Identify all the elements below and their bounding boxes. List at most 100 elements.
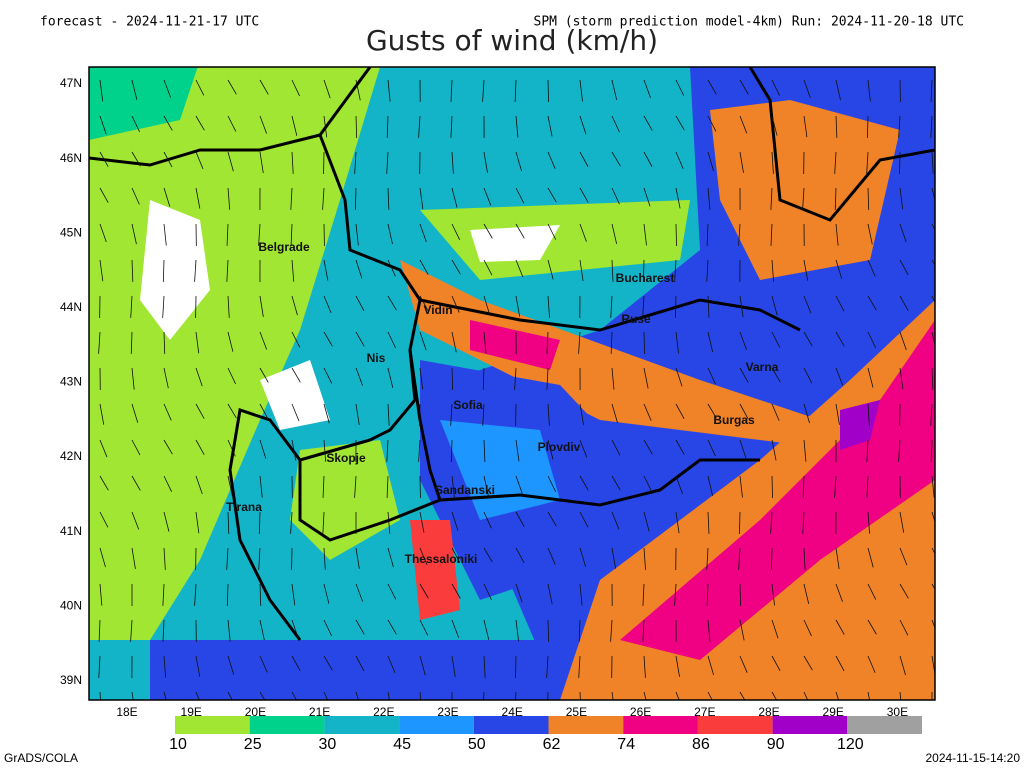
wind-barb: [227, 295, 230, 318]
wind-barb: [707, 295, 710, 318]
wind-barb: [291, 79, 300, 97]
wind-barb: [163, 547, 166, 570]
wind-barb: [195, 79, 205, 96]
wind-barb: [611, 511, 620, 530]
lon-label: 25E: [566, 705, 587, 719]
wind-barb: [835, 367, 844, 386]
wind-barb: [610, 331, 613, 354]
city-label: Burgas: [713, 413, 755, 427]
footer-left: GrADS/COLA: [4, 751, 78, 765]
wind-barb: [771, 619, 779, 639]
city-label: Tirana: [226, 500, 262, 514]
wind-barb: [387, 655, 396, 674]
wind-barb: [867, 79, 871, 102]
wind-barb: [547, 547, 556, 565]
wind-barb: [355, 619, 365, 635]
wind-barb: [451, 547, 461, 564]
wind-barb: [355, 331, 365, 347]
wind-barb: [931, 151, 934, 174]
wind-barb: [483, 475, 489, 497]
wind-barb: [131, 223, 137, 245]
wind-barb: [866, 439, 869, 462]
wind-barb: [451, 151, 454, 174]
wind-barb: [675, 223, 677, 246]
wind-barb: [802, 511, 805, 534]
wind-barb: [899, 331, 907, 351]
wind-barb: [291, 403, 300, 422]
wind-barb: [675, 403, 685, 420]
wind-barb: [419, 367, 424, 390]
wind-barb: [195, 187, 201, 209]
wind-barb: [355, 655, 365, 672]
wind-barb: [803, 115, 808, 138]
wind-barb: [867, 259, 876, 277]
wind-barb: [131, 79, 138, 100]
wind-barb: [227, 439, 236, 457]
wind-barb: [579, 439, 588, 458]
wind-barb: [259, 475, 263, 498]
wind-barb: [227, 367, 236, 385]
wind-barb: [98, 331, 101, 354]
wind-barb: [515, 295, 521, 317]
lat-label: 41N: [60, 524, 82, 538]
wind-barb: [291, 151, 294, 174]
wind-barb: [835, 403, 840, 425]
wind-barb: [259, 367, 269, 383]
wind-barb: [355, 223, 359, 246]
wind-barb: [835, 547, 840, 570]
wind-barb: [675, 187, 681, 209]
wind-barb: [707, 439, 716, 457]
wind-barb: [642, 583, 645, 606]
wind-barb: [483, 547, 493, 563]
wind-barb: [770, 223, 773, 246]
wind-barb: [227, 187, 231, 210]
wind-barb: [866, 115, 869, 138]
wind-barb: [738, 547, 741, 570]
wind-barb: [770, 187, 773, 210]
wind-barb: [195, 151, 204, 170]
legend-label: 62: [543, 736, 561, 753]
wind-barb: [163, 403, 172, 421]
wind-barb: [770, 511, 773, 534]
map-title: Gusts of wind (km/h): [366, 24, 658, 57]
lon-label: 28E: [758, 705, 779, 719]
wind-barb: [675, 475, 683, 494]
wind-barb: [739, 151, 744, 173]
wind-barb: [739, 583, 741, 606]
wind-barb: [643, 367, 649, 389]
wind-barb: [323, 655, 333, 671]
wind-barb: [803, 295, 812, 314]
wind-barb: [706, 223, 709, 246]
wind-barb: [259, 655, 268, 673]
wind-barb: [291, 331, 301, 348]
wind-barb: [130, 295, 133, 318]
wind-barb: [515, 547, 525, 563]
wind-barb: [227, 151, 234, 172]
wind-barb: [899, 511, 905, 533]
wind-barb: [643, 223, 647, 246]
wind-barb: [163, 223, 167, 246]
wind-barb: [546, 367, 549, 390]
wind-barb: [739, 367, 749, 383]
wind-barb: [482, 79, 485, 102]
wind-barb: [899, 295, 909, 311]
wind-barb: [739, 403, 749, 420]
legend-swatch: [473, 716, 549, 734]
wind-barb: [418, 115, 421, 138]
wind-barb: [162, 295, 165, 318]
wind-barb: [195, 403, 205, 419]
wind-barb: [99, 691, 101, 700]
wind-barb: [835, 655, 845, 672]
wind-barb: [899, 223, 907, 243]
wind-barb: [578, 655, 581, 678]
wind-barb: [387, 511, 391, 534]
wind-barb: [98, 619, 101, 642]
wind-barb: [386, 115, 389, 138]
wind-barb: [99, 115, 107, 135]
wind-barb: [226, 583, 229, 606]
wind-barb: [258, 547, 261, 570]
wind-barb: [867, 655, 876, 673]
wind-barb: [610, 619, 613, 642]
legend-label: 45: [393, 736, 411, 753]
wind-barb: [451, 223, 461, 240]
